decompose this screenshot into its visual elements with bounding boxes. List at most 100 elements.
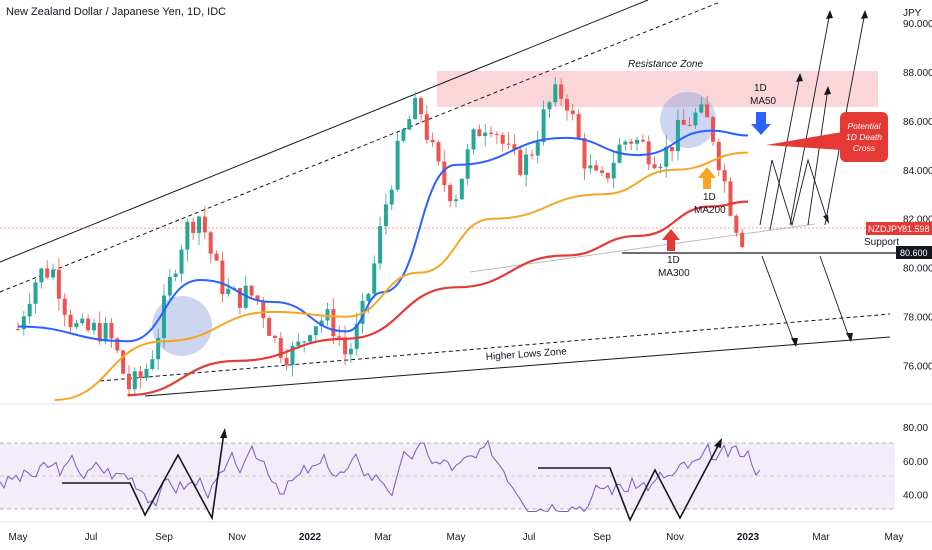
candle-body bbox=[418, 98, 423, 115]
candle-body bbox=[389, 189, 394, 205]
candle-body bbox=[313, 326, 318, 336]
candle-body bbox=[687, 124, 692, 126]
ma300-callout-line2: MA300 bbox=[658, 268, 690, 279]
candle-body bbox=[167, 276, 172, 296]
candle-body bbox=[74, 323, 79, 328]
candle-body bbox=[681, 119, 686, 125]
candle-body bbox=[734, 215, 739, 233]
candle-body bbox=[162, 295, 166, 338]
candle-body bbox=[33, 282, 38, 304]
candle-body bbox=[401, 129, 406, 141]
candle-body bbox=[395, 140, 400, 190]
x-tick-label: Mar bbox=[812, 532, 830, 543]
candle-body bbox=[121, 350, 126, 374]
y-tick-label: 80.000 bbox=[903, 264, 932, 275]
candle-body bbox=[459, 178, 464, 200]
candle-body bbox=[483, 132, 488, 137]
candle-body bbox=[728, 181, 733, 216]
time-axis[interactable]: May Jul Sep Nov 2022 Mar May Jul Sep Nov 2023 Mar Ma… bbox=[9, 532, 904, 543]
ma200-callout-line1: 1D bbox=[703, 192, 716, 203]
rsi-axis: 80.00 60.00 40.00 bbox=[903, 423, 928, 502]
candle-body bbox=[208, 232, 213, 254]
candle-body bbox=[529, 154, 534, 156]
y-tick-label: 84.000 bbox=[903, 166, 932, 177]
candle-body bbox=[623, 141, 628, 145]
candle-body bbox=[191, 221, 196, 233]
candles-group bbox=[16, 76, 745, 398]
symbol-tag-label: NZDJPY bbox=[868, 224, 903, 234]
candle-body bbox=[21, 316, 26, 330]
death-cross-box bbox=[840, 112, 888, 162]
candle-body bbox=[132, 371, 137, 390]
candle-body bbox=[600, 170, 604, 173]
x-tick-label: May bbox=[885, 532, 904, 543]
support-tag-value: 80.600 bbox=[900, 248, 928, 258]
candle-body bbox=[722, 170, 727, 182]
candle-body bbox=[640, 139, 645, 142]
candle-body bbox=[570, 110, 575, 115]
x-tick-label: Jul bbox=[523, 532, 536, 543]
currency-label: JPY bbox=[903, 8, 922, 19]
candle-body bbox=[424, 114, 429, 140]
candle-body bbox=[197, 216, 202, 233]
candle-body bbox=[512, 144, 517, 150]
x-tick-label: Nov bbox=[228, 532, 246, 543]
candle-body bbox=[705, 104, 710, 118]
candle-body bbox=[214, 253, 219, 261]
death-cross-line2: 1D Death bbox=[846, 132, 882, 142]
candle-body bbox=[343, 337, 348, 355]
candle-body bbox=[448, 185, 453, 202]
x-tick-label: 2023 bbox=[737, 532, 760, 543]
resistance-zone-label: Resistance Zone bbox=[628, 59, 703, 70]
candle-body bbox=[442, 161, 447, 186]
x-tick-label: Jul bbox=[85, 532, 98, 543]
candle-body bbox=[494, 134, 499, 136]
candle-body bbox=[564, 98, 569, 111]
candle-body bbox=[664, 146, 669, 167]
candle-body bbox=[272, 335, 277, 338]
candle-body bbox=[670, 146, 675, 152]
death-cross-line1: Potential bbox=[847, 121, 881, 131]
candle-body bbox=[91, 322, 96, 331]
ma300-arrow-icon bbox=[662, 229, 680, 251]
ma200-arrow-icon bbox=[698, 167, 716, 189]
candle-body bbox=[45, 268, 50, 278]
candle-body bbox=[290, 345, 295, 365]
candle-body bbox=[185, 221, 190, 250]
candle-body bbox=[226, 288, 231, 295]
candle-body bbox=[80, 318, 85, 324]
candle-body bbox=[138, 371, 143, 378]
candle-body bbox=[506, 143, 511, 145]
candle-body bbox=[302, 341, 307, 343]
x-tick-label: 2022 bbox=[299, 532, 322, 543]
candle-body bbox=[576, 114, 581, 139]
x-tick-label: May bbox=[447, 532, 466, 543]
candle-body bbox=[103, 322, 108, 342]
candle-body bbox=[261, 300, 266, 319]
ma300-callout-line1: 1D bbox=[667, 255, 680, 266]
candle-body bbox=[144, 368, 149, 378]
candle-body bbox=[547, 102, 552, 110]
price-axis[interactable]: 90.000 88.000 86.000 84.000 82.000 80.000 78.0… bbox=[903, 19, 932, 373]
candle-body bbox=[202, 216, 207, 233]
candle-body bbox=[611, 162, 616, 179]
candle-body bbox=[86, 318, 91, 331]
ma300-line bbox=[127, 200, 749, 397]
candle-body bbox=[675, 119, 680, 152]
candle-body bbox=[605, 172, 610, 179]
symbol-title: New Zealand Dollar / Japanese Yen, 1D, I… bbox=[6, 6, 227, 18]
candle-body bbox=[331, 309, 336, 337]
candle-body bbox=[518, 149, 523, 175]
resistance-zone-box bbox=[437, 71, 878, 107]
candle-body bbox=[489, 132, 494, 135]
support-price-tag bbox=[896, 246, 932, 259]
upper-dashed-line bbox=[0, 1, 721, 293]
candle-body bbox=[126, 373, 131, 390]
y-tick-label: 82.000 bbox=[903, 215, 932, 226]
candle-body bbox=[407, 119, 412, 130]
rsi-pattern-drawings bbox=[62, 431, 721, 522]
candle-body bbox=[97, 322, 102, 342]
candle-body bbox=[179, 249, 184, 274]
y-tick-label: 88.000 bbox=[903, 68, 932, 79]
